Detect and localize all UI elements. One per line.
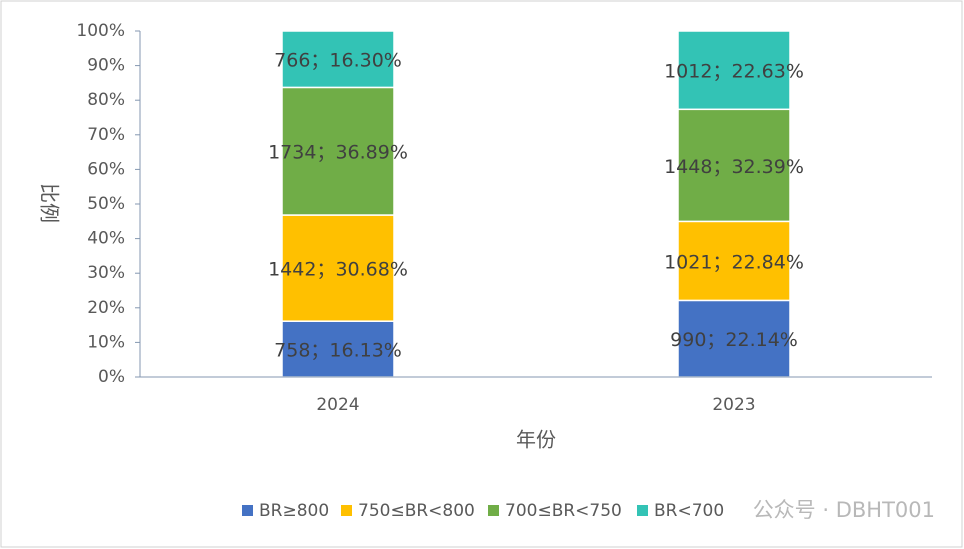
bar-segment xyxy=(677,220,791,302)
y-tick-label: 30% xyxy=(87,263,125,283)
data-label: 1448；32.39% xyxy=(664,156,804,178)
y-tick-label: 0% xyxy=(98,367,125,387)
y-tick-label: 10% xyxy=(87,332,125,352)
data-label: 758；16.13% xyxy=(274,340,402,362)
data-label: 990；22.14% xyxy=(670,329,798,351)
bar-segment xyxy=(677,30,791,111)
data-label: 1442；30.68% xyxy=(268,259,408,281)
legend-label: BR<700 xyxy=(654,501,724,521)
x-tick-label: 2024 xyxy=(316,395,359,415)
data-label: 766；16.30% xyxy=(274,50,402,72)
y-tick-label: 50% xyxy=(87,194,125,214)
data-label: 1734；36.89% xyxy=(268,142,408,164)
bar-segment xyxy=(281,320,395,378)
y-tick-label: 40% xyxy=(87,229,125,249)
legend-swatch xyxy=(242,505,253,516)
legend-swatch xyxy=(341,505,352,516)
watermark: 公众号 · DBHT001 xyxy=(753,498,935,522)
y-tick-label: 60% xyxy=(87,159,125,179)
legend-swatch xyxy=(637,505,648,516)
y-tick-label: 100% xyxy=(76,21,125,41)
y-tick-label: 70% xyxy=(87,125,125,145)
bar-segment xyxy=(281,30,395,89)
y-axis-label: 比例 xyxy=(38,183,62,223)
data-label: 1021；22.84% xyxy=(664,251,804,273)
y-tick-label: 20% xyxy=(87,298,125,318)
y-tick-label: 90% xyxy=(87,56,125,76)
y-tick-label: 80% xyxy=(87,90,125,110)
legend-label: 700≤BR<750 xyxy=(505,501,622,521)
legend-label: BR≥800 xyxy=(259,501,329,521)
x-tick-label: 2023 xyxy=(712,395,755,415)
x-axis-label: 年份 xyxy=(516,428,556,452)
bar-segment xyxy=(677,108,791,223)
legend-swatch xyxy=(488,505,499,516)
data-label: 1012；22.63% xyxy=(664,61,804,83)
legend-label: 750≤BR<800 xyxy=(358,501,475,521)
